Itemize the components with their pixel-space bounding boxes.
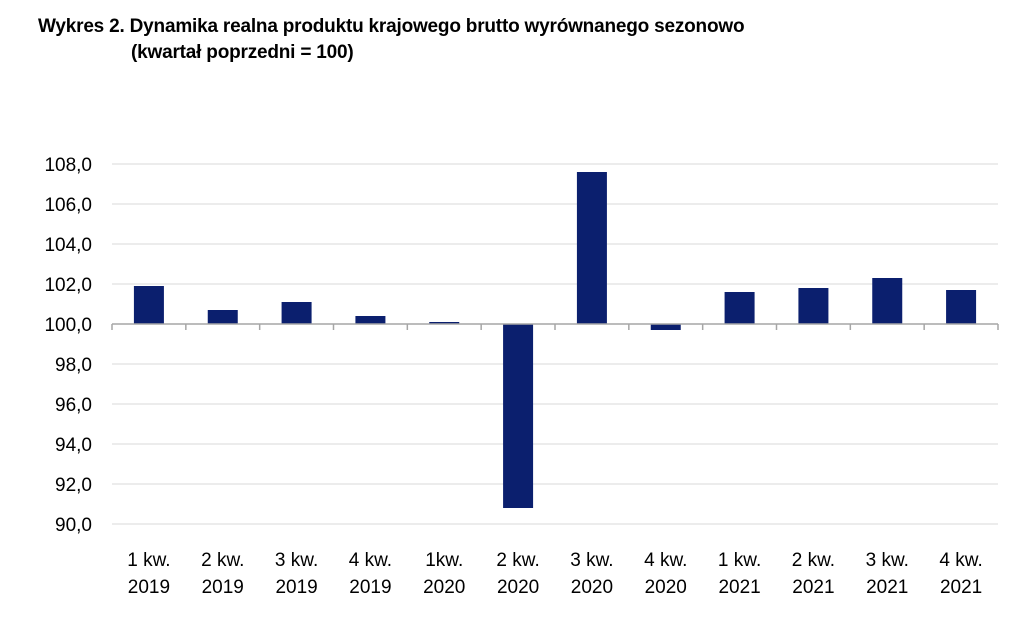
x-category-label: 1kw. xyxy=(425,550,463,571)
y-axis-tick-labels: 108,0 106,0 104,0 102,0 100,0 98,0 96,0 94,0 92,… xyxy=(44,155,92,536)
x-category-label: 2 kw. xyxy=(201,550,244,571)
x-category-year: 2020 xyxy=(571,577,613,598)
x-category-year: 2021 xyxy=(792,577,834,598)
x-category-year: 2020 xyxy=(497,577,539,598)
x-category-year: 2021 xyxy=(718,577,760,598)
bar xyxy=(576,172,607,324)
bar xyxy=(429,322,460,324)
x-category-year: 2019 xyxy=(202,577,244,598)
chart-title-line-1: Wykres 2. Dynamika realna produktu krajo… xyxy=(38,16,745,37)
x-category-year: 2021 xyxy=(866,577,908,598)
x-category-label: 1 kw. xyxy=(127,550,170,571)
y-tick-label: 104,0 xyxy=(44,235,92,256)
bars xyxy=(133,172,977,508)
y-tick-label: 100,0 xyxy=(44,315,92,336)
x-category-year: 2020 xyxy=(423,577,465,598)
chart-title-line-2: (kwartał poprzedni = 100) xyxy=(131,42,354,63)
bar xyxy=(946,290,977,324)
x-category-label: 4 kw. xyxy=(349,550,392,571)
y-tick-label: 92,0 xyxy=(55,475,92,496)
gridlines xyxy=(112,163,998,525)
x-category-label: 3 kw. xyxy=(275,550,318,571)
x-category-label: 2 kw. xyxy=(792,550,835,571)
x-category-year: 2019 xyxy=(349,577,391,598)
x-category-year: 2021 xyxy=(940,577,982,598)
y-tick-label: 98,0 xyxy=(55,355,92,376)
bar xyxy=(207,310,238,324)
x-category-year: 2019 xyxy=(275,577,317,598)
bar xyxy=(281,302,312,324)
y-tick-label: 106,0 xyxy=(44,195,92,216)
x-axis-category-labels: 1 kw. 2019 2 kw. 2019 3 kw. 2019 4 kw. 2019 1kw.… xyxy=(127,550,982,598)
y-tick-label: 102,0 xyxy=(44,275,92,296)
chart-title: Wykres 2. Dynamika realna produktu krajo… xyxy=(38,14,745,66)
bar xyxy=(724,292,755,324)
bar xyxy=(650,324,681,330)
bar xyxy=(133,286,164,324)
x-category-label: 1 kw. xyxy=(718,550,761,571)
y-tick-label: 94,0 xyxy=(55,435,92,456)
y-tick-label: 90,0 xyxy=(55,515,92,536)
x-category-label: 2 kw. xyxy=(496,550,539,571)
x-category-year: 2020 xyxy=(645,577,687,598)
bar xyxy=(503,324,534,508)
y-tick-label: 96,0 xyxy=(55,395,92,416)
x-category-year: 2019 xyxy=(128,577,170,598)
bar xyxy=(872,278,903,324)
x-category-label: 4 kw. xyxy=(939,550,982,571)
baseline-axis xyxy=(111,323,999,330)
x-category-label: 3 kw. xyxy=(570,550,613,571)
x-category-label: 3 kw. xyxy=(866,550,909,571)
y-tick-label: 108,0 xyxy=(44,155,92,176)
bar xyxy=(355,316,386,324)
bar xyxy=(798,288,829,324)
x-category-label: 4 kw. xyxy=(644,550,687,571)
